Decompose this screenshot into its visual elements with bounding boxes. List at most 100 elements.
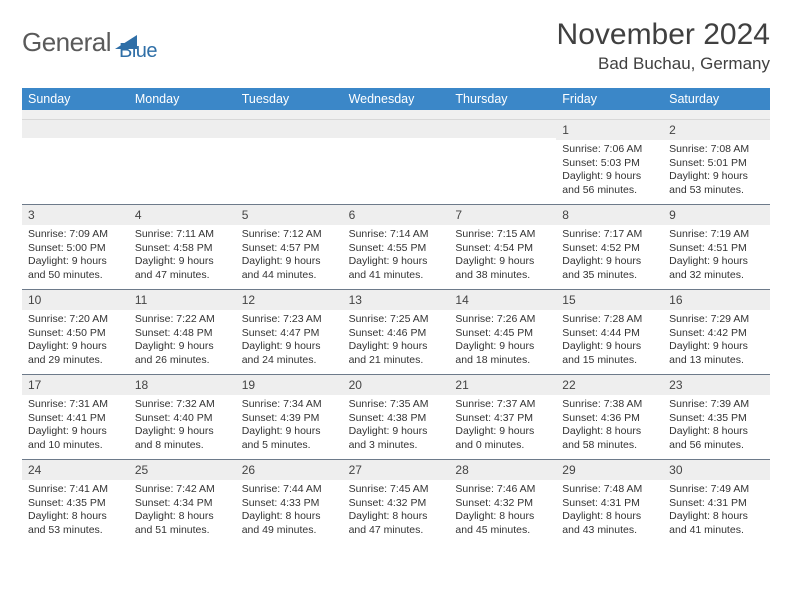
day-body: Sunrise: 7:12 AMSunset: 4:57 PMDaylight:… xyxy=(236,225,343,287)
daylight-text: Daylight: 9 hours and 29 minutes. xyxy=(28,340,123,367)
day-cell: 8Sunrise: 7:17 AMSunset: 4:52 PMDaylight… xyxy=(556,205,663,289)
day-body: Sunrise: 7:41 AMSunset: 4:35 PMDaylight:… xyxy=(22,480,129,542)
day-cell: 18Sunrise: 7:32 AMSunset: 4:40 PMDayligh… xyxy=(129,375,236,459)
day-number xyxy=(449,120,556,138)
sunrise-text: Sunrise: 7:12 AM xyxy=(242,228,337,242)
sunrise-text: Sunrise: 7:32 AM xyxy=(135,398,230,412)
day-cell: 21Sunrise: 7:37 AMSunset: 4:37 PMDayligh… xyxy=(449,375,556,459)
day-body: Sunrise: 7:11 AMSunset: 4:58 PMDaylight:… xyxy=(129,225,236,287)
sunset-text: Sunset: 4:46 PM xyxy=(349,327,444,341)
day-body: Sunrise: 7:17 AMSunset: 4:52 PMDaylight:… xyxy=(556,225,663,287)
day-number: 28 xyxy=(449,460,556,480)
sunset-text: Sunset: 4:32 PM xyxy=(349,497,444,511)
day-cell: 25 Sunrise: 7:42 AMSunset: 4:34 PMDayligh… xyxy=(129,460,236,544)
sunset-text: Sunset: 4:41 PM xyxy=(28,412,123,426)
day-body: Sunrise: 7:22 AMSunset: 4:48 PMDaylight:… xyxy=(129,310,236,372)
day-number xyxy=(236,120,343,138)
day-number: 22 xyxy=(556,375,663,395)
page-header: General Blue November 2024 Bad Buchau, G… xyxy=(22,18,770,74)
sunrise-text: Sunrise: 7:20 AM xyxy=(28,313,123,327)
daylight-text: Daylight: 8 hours and 58 minutes. xyxy=(562,425,657,452)
day-number: 24 xyxy=(22,460,129,480)
day-cell: 23Sunrise: 7:39 AMSunset: 4:35 PMDayligh… xyxy=(663,375,770,459)
day-number: 20 xyxy=(343,375,450,395)
week-row: 17Sunrise: 7:31 AMSunset: 4:41 PMDayligh… xyxy=(22,374,770,459)
day-number: 7 xyxy=(449,205,556,225)
day-cell: 10Sunrise: 7:20 AMSunset: 4:50 PMDayligh… xyxy=(22,290,129,374)
day-body: Sunrise: 7:44 AMSunset: 4:33 PMDaylight:… xyxy=(236,480,343,542)
sunrise-text: Sunrise: 7:42 AM xyxy=(135,483,230,497)
day-body: Sunrise: 7:26 AMSunset: 4:45 PMDaylight:… xyxy=(449,310,556,372)
day-number: 13 xyxy=(343,290,450,310)
daylight-text: Daylight: 9 hours and 44 minutes. xyxy=(242,255,337,282)
day-cell: 24Sunrise: 7:41 AMSunset: 4:35 PMDayligh… xyxy=(22,460,129,544)
week-row: 3Sunrise: 7:09 AMSunset: 5:00 PMDaylight… xyxy=(22,204,770,289)
sunrise-text: Sunrise: 7:46 AM xyxy=(455,483,550,497)
day-body: Sunrise: 7:28 AMSunset: 4:44 PMDaylight:… xyxy=(556,310,663,372)
day-cell xyxy=(449,120,556,204)
day-number: 9 xyxy=(663,205,770,225)
title-block: November 2024 Bad Buchau, Germany xyxy=(557,18,770,74)
day-body: Sunrise: 7:15 AMSunset: 4:54 PMDaylight:… xyxy=(449,225,556,287)
day-cell: 19Sunrise: 7:34 AMSunset: 4:39 PMDayligh… xyxy=(236,375,343,459)
week-row: 24Sunrise: 7:41 AMSunset: 4:35 PMDayligh… xyxy=(22,459,770,544)
sunrise-text: Sunrise: 7:49 AM xyxy=(669,483,764,497)
day-body: Sunrise: 7:35 AMSunset: 4:38 PMDaylight:… xyxy=(343,395,450,457)
sunset-text: Sunset: 4:44 PM xyxy=(562,327,657,341)
weekday-sat: Saturday xyxy=(663,88,770,110)
weekday-sun: Sunday xyxy=(22,88,129,110)
sunset-text: Sunset: 4:35 PM xyxy=(28,497,123,511)
sunset-text: Sunset: 5:03 PM xyxy=(562,157,657,171)
day-body: Sunrise: 7:20 AMSunset: 4:50 PMDaylight:… xyxy=(22,310,129,372)
sunrise-text: Sunrise: 7:14 AM xyxy=(349,228,444,242)
sunrise-text: Sunrise: 7:19 AM xyxy=(669,228,764,242)
day-cell: 5Sunrise: 7:12 AMSunset: 4:57 PMDaylight… xyxy=(236,205,343,289)
day-number xyxy=(343,120,450,138)
daylight-text: Daylight: 9 hours and 47 minutes. xyxy=(135,255,230,282)
daylight-text: Daylight: 8 hours and 51 minutes. xyxy=(135,510,230,537)
daylight-text: Daylight: 8 hours and 43 minutes. xyxy=(562,510,657,537)
sunset-text: Sunset: 4:34 PM xyxy=(135,497,230,511)
weekday-wed: Wednesday xyxy=(343,88,450,110)
day-number: 25 xyxy=(129,460,236,480)
sunrise-text: Sunrise: 7:39 AM xyxy=(669,398,764,412)
sunrise-text: Sunrise: 7:28 AM xyxy=(562,313,657,327)
day-number: 21 xyxy=(449,375,556,395)
sunrise-text: Sunrise: 7:41 AM xyxy=(28,483,123,497)
daylight-text: Daylight: 9 hours and 10 minutes. xyxy=(28,425,123,452)
day-body: Sunrise: 7:09 AMSunset: 5:00 PMDaylight:… xyxy=(22,225,129,287)
day-cell xyxy=(129,120,236,204)
daylight-text: Daylight: 9 hours and 53 minutes. xyxy=(669,170,764,197)
weekday-tue: Tuesday xyxy=(236,88,343,110)
logo: General Blue xyxy=(22,22,157,63)
weekday-fri: Friday xyxy=(556,88,663,110)
day-cell: 16Sunrise: 7:29 AMSunset: 4:42 PMDayligh… xyxy=(663,290,770,374)
day-cell xyxy=(22,120,129,204)
day-number: 16 xyxy=(663,290,770,310)
sunrise-text: Sunrise: 7:06 AM xyxy=(562,143,657,157)
month-title: November 2024 xyxy=(557,18,770,52)
day-cell: 14Sunrise: 7:26 AMSunset: 4:45 PMDayligh… xyxy=(449,290,556,374)
sunset-text: Sunset: 4:32 PM xyxy=(455,497,550,511)
sunset-text: Sunset: 4:36 PM xyxy=(562,412,657,426)
sunset-text: Sunset: 4:52 PM xyxy=(562,242,657,256)
sunrise-text: Sunrise: 7:08 AM xyxy=(669,143,764,157)
sunrise-text: Sunrise: 7:17 AM xyxy=(562,228,657,242)
header-spacer xyxy=(22,110,770,120)
day-number: 17 xyxy=(22,375,129,395)
daylight-text: Daylight: 9 hours and 32 minutes. xyxy=(669,255,764,282)
sunrise-text: Sunrise: 7:45 AM xyxy=(349,483,444,497)
logo-text-blue: Blue xyxy=(119,40,157,63)
day-number: 10 xyxy=(22,290,129,310)
day-number: 5 xyxy=(236,205,343,225)
day-body: Sunrise: 7:14 AMSunset: 4:55 PMDaylight:… xyxy=(343,225,450,287)
sunrise-text: Sunrise: 7:25 AM xyxy=(349,313,444,327)
sunrise-text: Sunrise: 7:37 AM xyxy=(455,398,550,412)
day-cell: 15Sunrise: 7:28 AMSunset: 4:44 PMDayligh… xyxy=(556,290,663,374)
day-cell: 11Sunrise: 7:22 AMSunset: 4:48 PMDayligh… xyxy=(129,290,236,374)
day-number: 4 xyxy=(129,205,236,225)
day-number: 15 xyxy=(556,290,663,310)
day-number: 2 xyxy=(663,120,770,140)
sunrise-text: Sunrise: 7:34 AM xyxy=(242,398,337,412)
day-body: Sunrise: 7:19 AMSunset: 4:51 PMDaylight:… xyxy=(663,225,770,287)
